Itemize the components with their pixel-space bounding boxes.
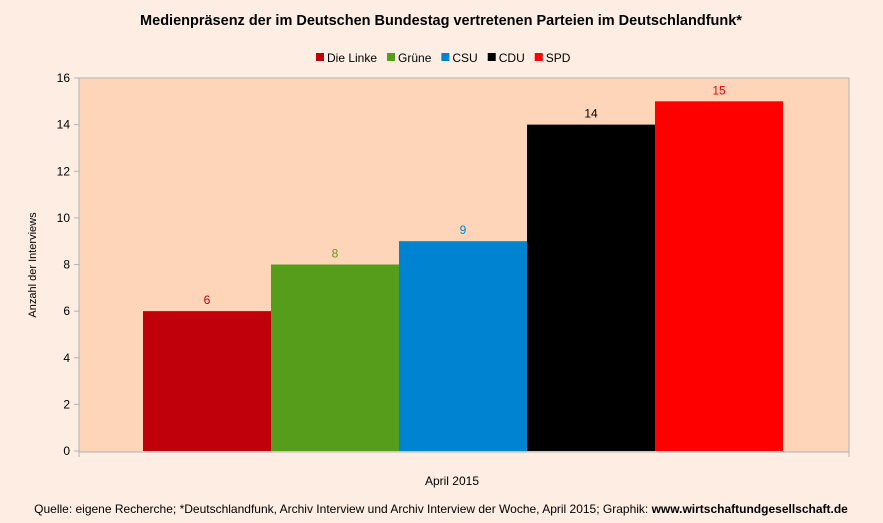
y-tick-label: 14	[57, 118, 71, 132]
y-tick-label: 16	[57, 71, 71, 85]
data-label: 9	[460, 223, 467, 237]
bar-cdu	[527, 124, 655, 451]
legend-swatch	[534, 53, 543, 61]
bar-spd	[655, 101, 783, 451]
legend-label: CDU	[499, 51, 525, 65]
data-label: 14	[584, 107, 598, 121]
y-axis: 0 2 4 6 8 10 12 14 16	[57, 71, 850, 458]
y-axis-label: Anzahl der Interviews	[27, 212, 39, 318]
footer-source: Quelle: eigene Recherche; *Deutschlandfu…	[34, 502, 848, 516]
legend-swatch	[316, 53, 324, 61]
chart-title: Medienpräsenz der im Deutschen Bundestag…	[140, 13, 742, 29]
legend-label: SPD	[546, 51, 571, 65]
y-tick-label: 8	[63, 258, 70, 272]
data-label: 8	[332, 247, 339, 261]
y-tick-label: 10	[57, 211, 71, 225]
y-tick-label: 12	[57, 164, 71, 178]
y-tick-label: 0	[63, 444, 70, 458]
legend-swatch	[487, 53, 496, 61]
legend-label: Die Linke	[327, 51, 377, 65]
y-tick-label: 2	[63, 397, 70, 411]
bar-csu	[399, 241, 527, 451]
data-label: 6	[204, 293, 211, 307]
bar-die-linke	[143, 311, 271, 451]
y-tick-label: 4	[63, 351, 70, 365]
bar-grüne	[271, 264, 399, 451]
footer-site-link[interactable]: www.wirtschaftundgesellschaft.de	[651, 502, 849, 516]
footer-source-text: Quelle: eigene Recherche; *Deutschlandfu…	[34, 502, 651, 516]
data-label: 15	[712, 83, 726, 97]
legend: Die Linke Grüne CSU CDU SPD	[316, 51, 571, 65]
legend-label: Grüne	[398, 51, 432, 65]
x-axis-label: April 2015	[425, 474, 479, 488]
legend-label: CSU	[452, 51, 477, 65]
legend-swatch	[387, 53, 396, 61]
bars: 6 8 9 14 15	[143, 83, 783, 451]
legend-swatch	[441, 53, 450, 61]
y-tick-label: 6	[63, 304, 70, 318]
